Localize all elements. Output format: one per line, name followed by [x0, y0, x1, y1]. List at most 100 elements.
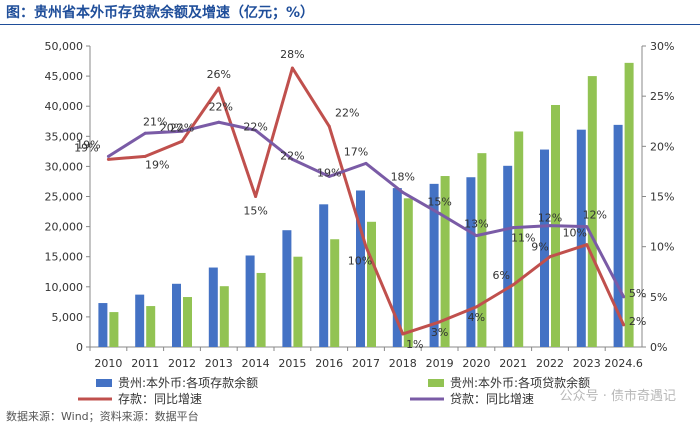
deposit-growth-label: 6%	[492, 269, 509, 282]
loan-growth-point	[106, 154, 110, 158]
loan-growth-label: 13%	[464, 218, 488, 231]
deposit-bar	[282, 230, 292, 347]
deposit-growth-label: 19%	[145, 158, 169, 171]
loan-growth-label: 22%	[170, 121, 194, 134]
x-tick-label: 2020	[462, 357, 490, 370]
loan-bar	[403, 198, 413, 347]
loan-growth-label: 12%	[538, 212, 562, 225]
deposit-growth-label: 4%	[468, 311, 485, 324]
loan-growth-label: 17%	[344, 145, 368, 158]
x-tick-label: 2024.6	[604, 357, 643, 370]
x-tick-label: 2014	[242, 357, 270, 370]
loan-growth-point	[438, 212, 442, 216]
chart-title: 图：贵州省本外币存贷款余额及增速（亿元；%）	[6, 5, 315, 21]
left-tick-label: 30,000	[45, 160, 84, 173]
loan-growth-point	[254, 128, 258, 132]
deposit-bar	[576, 129, 586, 347]
x-tick-label: 2021	[499, 357, 527, 370]
left-tick-label: 15,000	[45, 251, 84, 264]
loan-bar	[514, 131, 524, 347]
right-tick-label: 25%	[650, 90, 674, 103]
deposit-bar	[503, 165, 513, 347]
deposit-bar	[429, 183, 439, 347]
deposit-bar	[319, 204, 329, 347]
legend-deposit-balance-swatch	[96, 379, 112, 387]
deposit-growth-point	[217, 86, 221, 90]
deposit-bar	[392, 188, 402, 347]
left-tick-label: 40,000	[45, 100, 84, 113]
deposit-bar	[540, 149, 549, 347]
x-tick-label: 2023	[573, 357, 601, 370]
x-tick-label: 2013	[205, 357, 233, 370]
right-tick-label: 10%	[650, 241, 674, 254]
loan-growth-label: 22%	[243, 120, 267, 133]
deposit-growth-label: 10%	[563, 227, 587, 240]
title-divider	[0, 24, 700, 25]
deposit-growth-point	[474, 305, 478, 309]
legend-loan-balance-swatch	[428, 379, 444, 387]
loan-bar	[440, 176, 450, 347]
deposit-growth-point	[511, 283, 515, 287]
loan-bar	[146, 306, 156, 347]
loan-growth-point	[474, 234, 478, 238]
legend-deposit-growth-label: 存款：同比增速	[118, 392, 202, 406]
deposit-bar	[208, 267, 218, 347]
x-tick-label: 2012	[168, 357, 196, 370]
deposit-growth-point	[438, 320, 442, 324]
loan-growth-point	[511, 226, 515, 230]
x-tick-label: 2016	[315, 357, 343, 370]
deposit-growth-label: 26%	[207, 68, 231, 81]
deposit-growth-label: 28%	[280, 48, 304, 61]
loan-bar	[624, 62, 634, 348]
loan-growth-label: 21%	[143, 115, 167, 128]
right-tick-label: 20%	[650, 140, 674, 153]
loan-growth-point	[290, 157, 294, 161]
deposit-growth-point	[327, 124, 331, 128]
deposit-growth-point	[106, 157, 110, 161]
deposit-growth-label: 9%	[531, 241, 548, 254]
deposit-growth-label: 15%	[243, 205, 267, 218]
deposit-bar	[613, 124, 623, 347]
deposit-growth-label: 22%	[335, 106, 359, 119]
loan-growth-point	[548, 224, 552, 228]
left-tick-label: 0	[76, 341, 83, 354]
deposit-growth-point	[401, 332, 405, 336]
deposit-bar	[172, 283, 181, 347]
loan-growth-label: 19%	[76, 138, 100, 151]
loan-growth-label: 15%	[427, 196, 451, 209]
deposit-growth-point	[290, 66, 294, 70]
deposit-growth-point	[548, 255, 552, 259]
loan-growth-point	[217, 120, 221, 124]
deposit-growth-label: 1%	[406, 338, 423, 351]
right-tick-label: 0%	[650, 341, 667, 354]
loan-growth-label: 22%	[280, 149, 304, 162]
loan-growth-label: 5%	[629, 287, 646, 300]
deposit-growth-point	[143, 154, 147, 158]
left-tick-label: 35,000	[45, 130, 84, 143]
loan-growth-point	[364, 161, 368, 165]
deposit-growth-point	[585, 243, 589, 247]
loan-bar	[587, 76, 597, 347]
loan-growth-label: 19%	[317, 166, 341, 179]
deposit-growth-label: 2%	[629, 315, 646, 328]
loan-growth-label: 22%	[209, 100, 233, 113]
loan-growth-label: 12%	[583, 209, 607, 222]
left-tick-label: 25,000	[45, 191, 84, 204]
loan-growth-label: 18%	[391, 170, 415, 183]
deposit-growth-point	[364, 245, 368, 249]
x-tick-label: 2018	[389, 357, 417, 370]
source-note: 数据来源：Wind；资料来源：数据平台	[6, 410, 199, 423]
x-tick-label: 2010	[94, 357, 122, 370]
deposit-growth-label: 3%	[431, 326, 448, 339]
right-tick-label: 15%	[650, 191, 674, 204]
right-tick-label: 5%	[650, 291, 667, 304]
deposit-growth-point	[254, 195, 258, 198]
deposit-growth-point	[180, 139, 184, 143]
left-tick-label: 45,000	[45, 70, 84, 83]
loan-growth-point	[585, 225, 589, 229]
loan-growth-point	[622, 295, 626, 299]
deposit-bar	[98, 303, 108, 347]
deposit-bar	[245, 255, 255, 347]
deposit-growth-point	[622, 323, 626, 327]
left-tick-label: 10,000	[45, 281, 84, 294]
